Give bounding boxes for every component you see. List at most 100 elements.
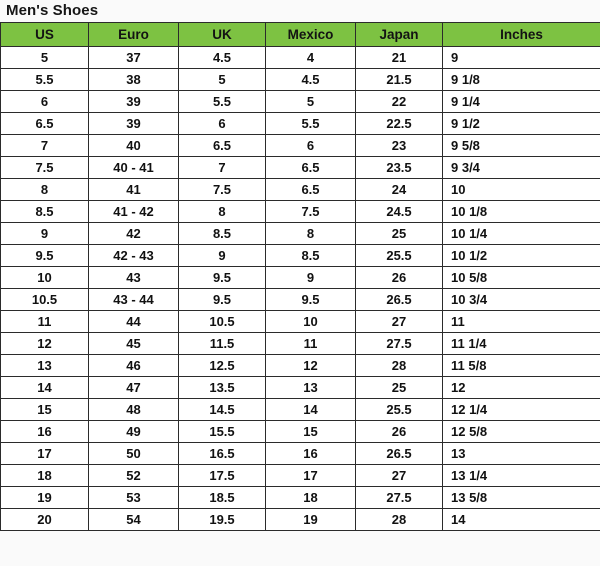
cell-us: 9 (0, 222, 89, 245)
column-header-japan: Japan (355, 22, 443, 47)
table-row: 7 40 6.5 6 23 9 5/8 (0, 134, 600, 157)
cell-us: 8.5 (0, 200, 89, 223)
cell-uk: 5 (178, 68, 266, 91)
cell-inches: 9 1/4 (442, 90, 600, 113)
cell-us: 10 (0, 266, 89, 289)
table-row: 14 47 13.5 13 25 12 (0, 376, 600, 399)
cell-inches: 9 1/8 (442, 68, 600, 91)
cell-japan: 22.5 (355, 112, 443, 135)
cell-uk: 9.5 (178, 266, 266, 289)
cell-us: 5.5 (0, 68, 89, 91)
cell-uk: 17.5 (178, 464, 266, 487)
cell-inches: 10 1/8 (442, 200, 600, 223)
cell-mexico: 19 (265, 508, 356, 531)
cell-japan: 28 (355, 508, 443, 531)
cell-euro: 41 (88, 178, 179, 201)
cell-inches: 10 1/2 (442, 244, 600, 267)
cell-mexico: 5 (265, 90, 356, 113)
cell-mexico: 6.5 (265, 178, 356, 201)
cell-euro: 52 (88, 464, 179, 487)
table-row: 5.5 38 5 4.5 21.5 9 1/8 (0, 68, 600, 91)
table-row: 10 43 9.5 9 26 10 5/8 (0, 266, 600, 289)
table-row: 20 54 19.5 19 28 14 (0, 508, 600, 531)
cell-euro: 49 (88, 420, 179, 443)
cell-euro: 39 (88, 112, 179, 135)
cell-us: 17 (0, 442, 89, 465)
cell-uk: 11.5 (178, 332, 266, 355)
cell-uk: 6.5 (178, 134, 266, 157)
cell-us: 18 (0, 464, 89, 487)
cell-uk: 13.5 (178, 376, 266, 399)
cell-japan: 24.5 (355, 200, 443, 223)
cell-euro: 38 (88, 68, 179, 91)
cell-us: 20 (0, 508, 89, 531)
cell-mexico: 9.5 (265, 288, 356, 311)
cell-uk: 16.5 (178, 442, 266, 465)
table-row: 6 39 5.5 5 22 9 1/4 (0, 90, 600, 113)
cell-euro: 50 (88, 442, 179, 465)
cell-inches: 9 1/2 (442, 112, 600, 135)
cell-mexico: 5.5 (265, 112, 356, 135)
cell-uk: 7 (178, 156, 266, 179)
cell-uk: 4.5 (178, 46, 266, 69)
table-row: 5 37 4.5 4 21 9 (0, 46, 600, 69)
cell-inches: 13 1/4 (442, 464, 600, 487)
cell-us: 19 (0, 486, 89, 509)
cell-inches: 10 1/4 (442, 222, 600, 245)
cell-mexico: 8 (265, 222, 356, 245)
cell-euro: 43 (88, 266, 179, 289)
cell-us: 7 (0, 134, 89, 157)
cell-mexico: 14 (265, 398, 356, 421)
cell-inches: 9 3/4 (442, 156, 600, 179)
cell-euro: 47 (88, 376, 179, 399)
cell-us: 14 (0, 376, 89, 399)
column-header-euro: Euro (88, 22, 179, 47)
cell-uk: 19.5 (178, 508, 266, 531)
cell-inches: 11 1/4 (442, 332, 600, 355)
cell-mexico: 8.5 (265, 244, 356, 267)
cell-inches: 14 (442, 508, 600, 531)
cell-inches: 13 5/8 (442, 486, 600, 509)
cell-japan: 25.5 (355, 398, 443, 421)
cell-us: 7.5 (0, 156, 89, 179)
cell-euro: 40 - 41 (88, 156, 179, 179)
table-row: 10.5 43 - 44 9.5 9.5 26.5 10 3/4 (0, 288, 600, 311)
cell-inches: 10 3/4 (442, 288, 600, 311)
cell-mexico: 6 (265, 134, 356, 157)
cell-mexico: 16 (265, 442, 356, 465)
shoe-size-conversion-table: US Euro UK Mexico Japan Inches 5 37 4.5 4 21 9 5.5 3… (0, 22, 600, 531)
cell-us: 6 (0, 90, 89, 113)
table-row: 17 50 16.5 16 26.5 13 (0, 442, 600, 465)
cell-uk: 7.5 (178, 178, 266, 201)
cell-inches: 12 (442, 376, 600, 399)
cell-uk: 12.5 (178, 354, 266, 377)
table-row: 15 48 14.5 14 25.5 12 1/4 (0, 398, 600, 421)
cell-us: 6.5 (0, 112, 89, 135)
cell-euro: 42 (88, 222, 179, 245)
cell-euro: 43 - 44 (88, 288, 179, 311)
cell-euro: 37 (88, 46, 179, 69)
table-body: 5 37 4.5 4 21 9 5.5 38 5 4.5 21.5 9 1/8 6 39 5.5 5 22 9 1… (0, 46, 600, 531)
cell-uk: 8 (178, 200, 266, 223)
cell-uk: 6 (178, 112, 266, 135)
cell-inches: 12 1/4 (442, 398, 600, 421)
cell-euro: 54 (88, 508, 179, 531)
cell-mexico: 11 (265, 332, 356, 355)
cell-mexico: 13 (265, 376, 356, 399)
cell-euro: 45 (88, 332, 179, 355)
cell-uk: 14.5 (178, 398, 266, 421)
cell-us: 10.5 (0, 288, 89, 311)
cell-mexico: 18 (265, 486, 356, 509)
cell-inches: 11 (442, 310, 600, 333)
cell-euro: 41 - 42 (88, 200, 179, 223)
cell-uk: 10.5 (178, 310, 266, 333)
cell-japan: 26 (355, 420, 443, 443)
cell-inches: 10 (442, 178, 600, 201)
table-row: 7.5 40 - 41 7 6.5 23.5 9 3/4 (0, 156, 600, 179)
cell-inches: 10 5/8 (442, 266, 600, 289)
cell-japan: 26 (355, 266, 443, 289)
column-header-us: US (0, 22, 89, 47)
cell-uk: 15.5 (178, 420, 266, 443)
cell-japan: 27 (355, 464, 443, 487)
cell-mexico: 17 (265, 464, 356, 487)
